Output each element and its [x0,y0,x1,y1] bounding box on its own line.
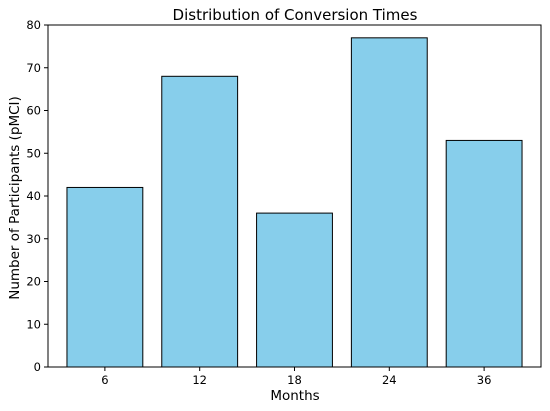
x-tick-label-12: 12 [192,373,207,387]
bar-6 [66,186,144,368]
y-tick-label-20: 20 [26,275,41,289]
x-tick-label-6: 6 [101,373,108,387]
y-tick-label-0: 0 [34,360,41,374]
y-axis: 0 10 20 30 40 50 60 70 80 [26,18,48,374]
bar-24 [350,37,428,368]
x-tick-label-18: 18 [287,373,302,387]
y-tick-label-70: 70 [26,61,41,75]
y-tick-label-10: 10 [26,317,41,331]
y-tick-label-80: 80 [26,18,41,32]
y-tick-label-30: 30 [26,232,41,246]
y-axis-label: Number of Participants (pMCI) [7,96,23,300]
y-tick-label-50: 50 [26,146,41,160]
x-tick-label-24: 24 [382,373,397,387]
bar-12 [161,75,239,368]
y-tick-label-40: 40 [26,189,41,203]
bar-18 [256,212,333,368]
bar-36 [445,139,523,368]
bars-layer [66,37,523,368]
x-axis: 6 12 18 24 36 [101,367,491,387]
x-axis-label: Months [270,388,319,404]
chart-title: Distribution of Conversion Times [173,6,418,24]
plot-frame [47,24,542,368]
x-tick-label-36: 36 [477,373,492,387]
y-tick-label-60: 60 [26,104,41,118]
